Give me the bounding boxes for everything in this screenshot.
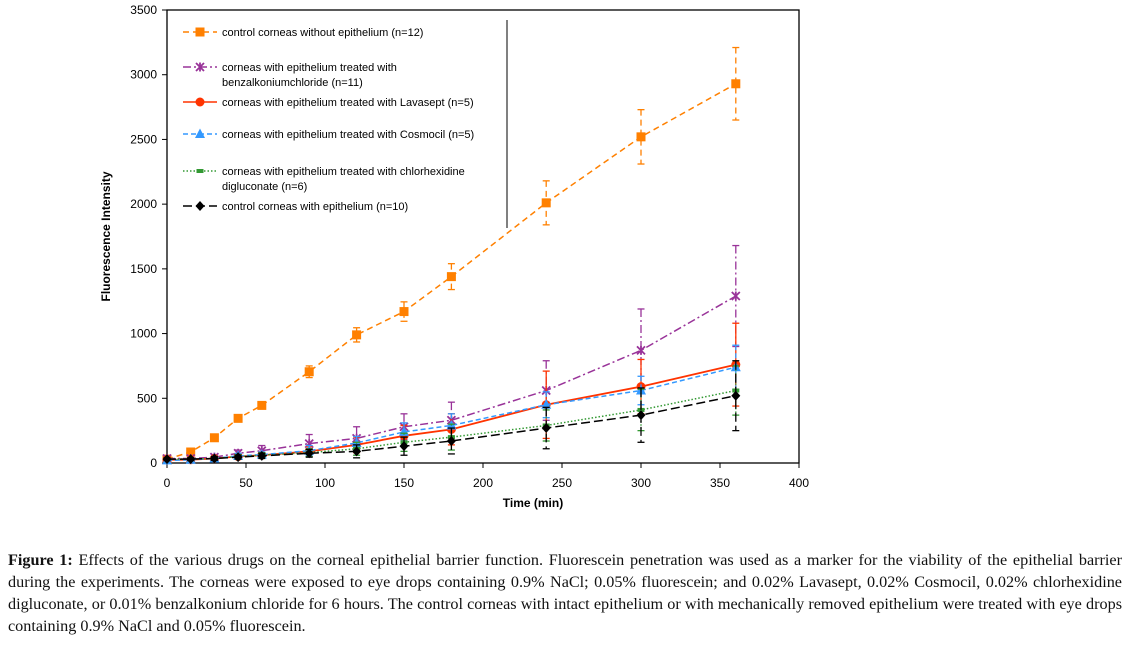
legend-item: corneas with epithelium treated with benz… [183,62,397,89]
y-tick-label: 0 [150,456,157,470]
legend-label: digluconate (n=6) [222,181,307,193]
x-tick-label: 350 [710,476,730,490]
marker-square [304,367,314,377]
y-tick-label: 1500 [130,262,157,276]
x-tick-label: 200 [473,476,493,490]
marker-diamond [257,450,267,461]
legend-label: corneas with epithelium treated with Cos… [222,129,474,141]
x-tick-label: 50 [239,476,253,490]
marker-diamond [636,410,646,421]
marker-circle [195,97,205,107]
marker-diamond [541,423,551,434]
marker-square [399,307,409,317]
y-tick-label: 2000 [130,197,157,211]
marker-x [731,291,741,301]
marker-x [636,345,646,356]
legend-label: corneas with epithelium treated with Lav… [222,97,474,109]
x-tick-label: 300 [631,476,651,490]
error-bar [400,436,408,456]
marker-diamond [304,448,314,459]
legend-label: control corneas without epithelium (n=12… [222,27,423,39]
marker-square [257,400,267,410]
marker-triangle [195,128,205,138]
marker-diamond [731,390,741,401]
marker-square [541,198,551,208]
x-tick-label: 0 [164,476,171,490]
marker-diamond [162,454,172,465]
series-5 [162,360,741,465]
marker-diamond [233,452,243,463]
y-tick-label: 2500 [130,132,157,146]
y-tick-label: 3000 [130,68,157,82]
marker-square [731,79,741,89]
marker-square [446,272,456,282]
y-tick-label: 1000 [130,327,157,341]
x-axis: 0 50 100 150 200 250 300 350 400 [164,463,809,490]
legend-item: corneas with epithelium treated with Cos… [183,128,474,141]
series-layer [162,46,741,465]
x-tick-label: 250 [552,476,572,490]
legend-label: corneas with epithelium treated with chl… [222,166,465,178]
y-tick-label: 3500 [130,3,157,17]
marker-triangle [541,399,552,409]
legend: control corneas without epithelium (n=12… [183,20,508,228]
x-tick-label: 150 [394,476,414,490]
marker-dash [637,407,645,412]
marker-diamond [209,453,219,464]
marker-square [195,27,205,37]
marker-x-stroke [195,62,205,72]
fluorescence-chart: 0 500 1000 1500 2000 2500 3000 3500 0 50 100 150 20… [99,3,809,510]
y-axis: 0 500 1000 1500 2000 2500 3000 3500 [130,3,167,470]
y-axis-title: Fluorescence Intensity [99,171,113,301]
marker-diamond [446,435,456,446]
marker-diamond [195,201,205,211]
marker-x-stroke [731,291,741,301]
marker-square [233,413,243,423]
legend-item: control corneas with epithelium (n=10) [183,201,408,213]
series-0 [162,46,741,464]
error-bar [400,301,408,322]
figure-caption: Figure 1: Effects of the various drugs o… [8,549,1122,637]
x-tick-label: 400 [789,476,809,490]
marker-diamond [186,454,196,465]
legend-label: corneas with epithelium treated with [222,62,397,74]
marker-square [636,132,646,142]
marker-x-stroke [636,345,646,356]
marker-diamond [352,446,362,457]
marker-diamond [399,441,409,452]
error-bar [447,427,455,455]
legend-item: control corneas without epithelium (n=12… [183,27,423,39]
error-bar [637,109,645,165]
error-bar [353,327,361,343]
caption-label: Figure 1: [8,551,73,569]
legend-item: corneas with epithelium treated with chl… [183,166,465,193]
error-bar [732,46,740,121]
legend-label: control corneas with epithelium (n=10) [222,201,408,213]
y-tick-label: 500 [137,391,157,405]
caption-text: Effects of the various drugs on the corn… [8,551,1122,635]
legend-label: benzalkoniumchloride (n=11) [222,77,363,89]
marker-dash [196,169,204,173]
x-tick-label: 100 [315,476,335,490]
marker-x [195,62,205,72]
legend-item: corneas with epithelium treated with Lav… [183,97,474,109]
marker-square [209,433,219,443]
marker-square [352,330,362,340]
x-axis-title: Time (min) [503,496,563,510]
marker-square [186,447,196,457]
